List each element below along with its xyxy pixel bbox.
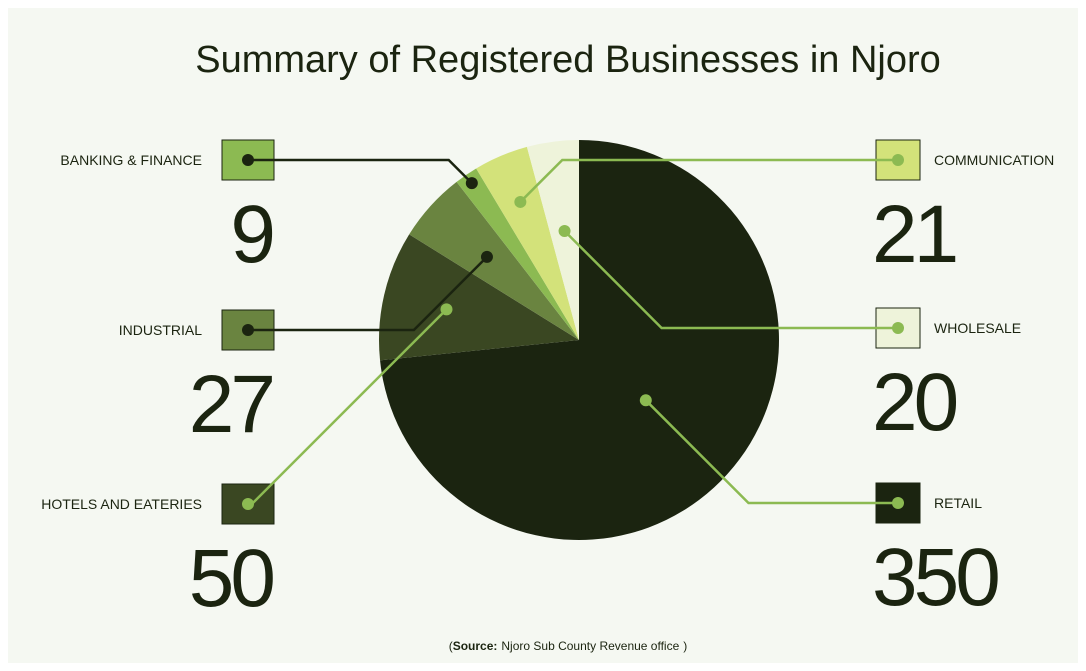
leader-line [644, 399, 898, 505]
pie-slice [476, 146, 579, 340]
category-label: INDUSTRIAL [119, 322, 202, 338]
slice-dot [440, 303, 453, 316]
leader-dot [892, 322, 904, 334]
source-open: ( [449, 639, 453, 653]
value-label: 20 [872, 357, 957, 448]
source-note: (Source: Njoro Sub County Revenue office) [449, 639, 688, 653]
leader-dot [242, 498, 254, 510]
leader-dot [892, 154, 904, 166]
leader-dot [892, 497, 904, 509]
value-label: 9 [230, 189, 272, 280]
value-label: 21 [872, 189, 956, 280]
category-label: WHOLESALE [934, 320, 1021, 336]
leader-line [519, 158, 898, 203]
slice-dot [480, 250, 493, 263]
leader-line [563, 230, 898, 330]
category-label: HOTELS AND EATERIES [41, 496, 202, 512]
slice-dot [465, 177, 478, 190]
category-label: RETAIL [934, 495, 982, 511]
source-label: Source: [453, 639, 498, 653]
pie-slice [380, 140, 779, 540]
pie-slice [526, 140, 579, 340]
slice-dot [558, 224, 571, 237]
pie-slice [379, 234, 579, 361]
leader-line [248, 256, 488, 332]
slice-dot [514, 195, 527, 208]
leader-dot [242, 324, 254, 336]
leader-dot [242, 154, 254, 166]
slice-dot [639, 394, 652, 407]
value-label: 350 [872, 532, 998, 623]
category-label: COMMUNICATION [934, 152, 1054, 168]
source-text: Njoro Sub County Revenue office [501, 639, 679, 653]
pie-slice [456, 168, 579, 340]
category-label: BANKING & FINANCE [60, 152, 202, 168]
leader-line [248, 158, 473, 184]
pie-slice [409, 181, 579, 340]
chart-title: Summary of Registered Businesses in Njor… [195, 39, 941, 81]
source-close: ) [683, 639, 687, 653]
value-label: 27 [189, 359, 273, 450]
value-label: 50 [189, 533, 274, 624]
